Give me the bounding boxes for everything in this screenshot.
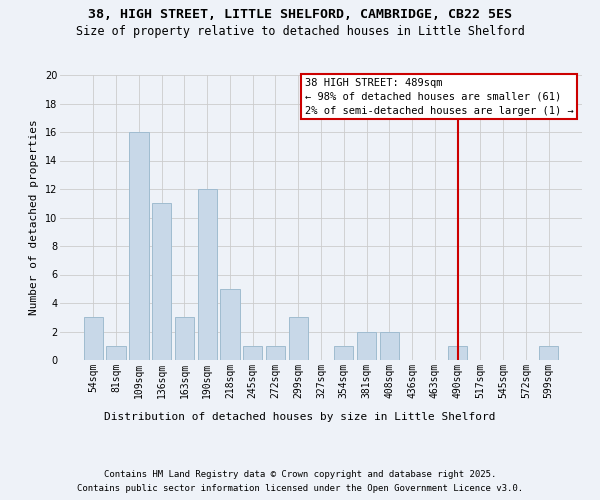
Text: 38 HIGH STREET: 489sqm
← 98% of detached houses are smaller (61)
2% of semi-deta: 38 HIGH STREET: 489sqm ← 98% of detached… [305, 78, 574, 116]
Bar [84, 318, 103, 360]
Bar [175, 318, 194, 360]
Bar [448, 346, 467, 360]
Bar [380, 332, 399, 360]
Text: Distribution of detached houses by size in Little Shelford: Distribution of detached houses by size … [104, 412, 496, 422]
Bar [243, 346, 262, 360]
Bar [129, 132, 149, 360]
Text: Contains HM Land Registry data © Crown copyright and database right 2025.: Contains HM Land Registry data © Crown c… [104, 470, 496, 479]
Bar [197, 189, 217, 360]
Bar [539, 346, 558, 360]
Text: Contains public sector information licensed under the Open Government Licence v3: Contains public sector information licen… [77, 484, 523, 493]
Bar [357, 332, 376, 360]
Y-axis label: Number of detached properties: Number of detached properties [29, 120, 39, 316]
Bar [334, 346, 353, 360]
Text: 38, HIGH STREET, LITTLE SHELFORD, CAMBRIDGE, CB22 5ES: 38, HIGH STREET, LITTLE SHELFORD, CAMBRI… [88, 8, 512, 20]
Bar [106, 346, 126, 360]
Bar [266, 346, 285, 360]
Bar [152, 203, 172, 360]
Text: Size of property relative to detached houses in Little Shelford: Size of property relative to detached ho… [76, 25, 524, 38]
Bar [220, 289, 239, 360]
Bar [289, 318, 308, 360]
